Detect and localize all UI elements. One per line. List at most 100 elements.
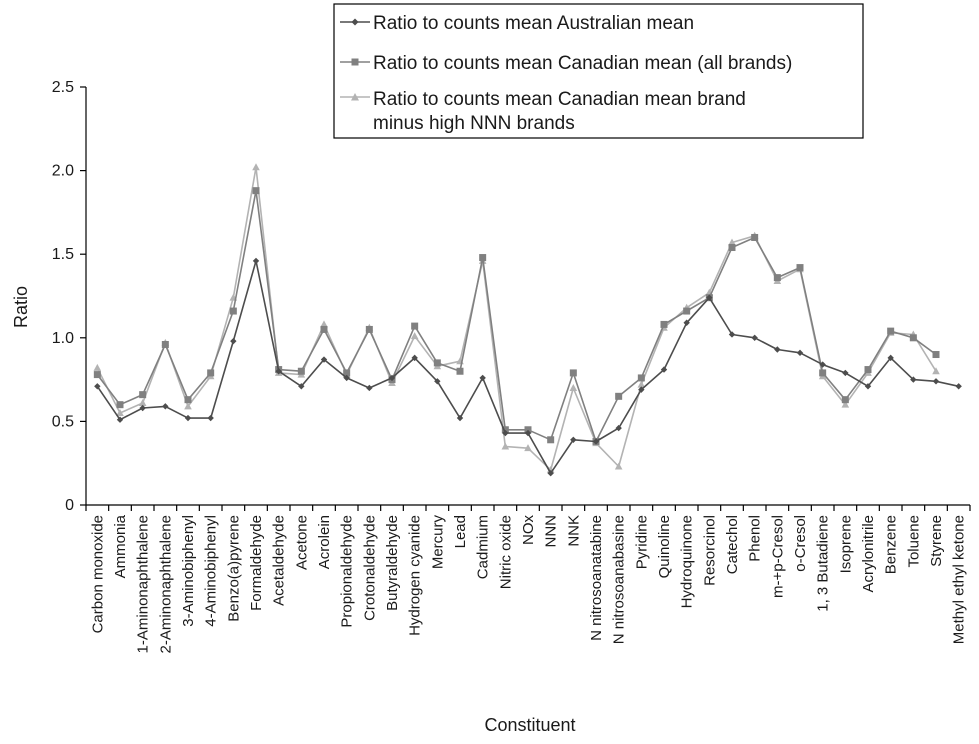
data-point	[411, 354, 418, 362]
data-point	[343, 374, 350, 382]
x-tick-label: Ammonia	[112, 514, 129, 578]
x-axis-title: Constituent	[484, 715, 575, 735]
data-point	[207, 414, 214, 422]
y-tick-label: 1.5	[52, 246, 74, 263]
x-tick-label: Carbon monoxide	[89, 515, 106, 633]
data-point	[252, 163, 260, 171]
data-point	[275, 368, 282, 375]
series-layer	[93, 163, 962, 477]
x-tick-label: Phenol	[747, 515, 764, 562]
data-point	[524, 444, 532, 452]
data-point	[932, 351, 940, 359]
data-point	[411, 322, 419, 330]
series-line	[96, 189, 937, 443]
data-point	[774, 346, 781, 353]
data-point	[410, 332, 419, 340]
data-point	[819, 369, 827, 377]
data-point	[297, 367, 305, 375]
x-tick-label: Butyraldehyde	[384, 515, 401, 611]
series-1	[93, 187, 940, 445]
data-point	[320, 325, 328, 333]
data-point	[184, 414, 192, 422]
x-tick-label: Propionaldehyde	[339, 515, 356, 628]
data-point	[932, 378, 940, 385]
legend-marker-square	[351, 58, 359, 66]
data-point	[230, 337, 237, 345]
data-point	[683, 307, 691, 315]
data-point	[94, 383, 101, 390]
legend-item-canadian-minus-nnn: Ratio to counts mean Canadian mean brand…	[340, 89, 746, 134]
series-2	[93, 163, 940, 473]
data-point	[116, 401, 124, 409]
x-tick-label: Formaldehyde	[248, 515, 265, 611]
data-point	[184, 402, 192, 410]
data-point	[614, 462, 623, 470]
x-tick-label: 3-Aminobiphenyl	[180, 515, 197, 627]
data-point	[93, 363, 102, 371]
data-point	[751, 233, 759, 241]
data-point	[547, 436, 555, 444]
x-tick-label: Quinoline	[656, 515, 673, 578]
x-tick-label: Toluene	[905, 515, 922, 568]
x-tick-label: o-Cresol	[792, 515, 809, 572]
data-point	[93, 371, 101, 379]
x-tick-label: Lead	[452, 515, 469, 548]
legend-label-line-1: Ratio to counts mean Canadian mean brand	[373, 89, 746, 110]
legend-box	[333, 3, 864, 139]
data-point	[434, 378, 441, 385]
legend-label-canadian-all: Ratio to counts mean Canadian mean (all …	[373, 53, 792, 74]
x-tick-label: Isoprene	[837, 515, 854, 573]
data-point	[184, 396, 192, 404]
series-line	[96, 166, 937, 471]
legend-marker-triangle	[351, 93, 359, 101]
data-point	[207, 369, 215, 377]
data-point	[479, 374, 486, 382]
data-point	[910, 376, 917, 383]
data-point	[388, 374, 396, 382]
x-tick-label: Catechol	[724, 515, 741, 574]
x-ticks: Carbon monoxide Ammonia 1-Aminonaphthalene…	[85, 505, 971, 653]
legend-item-australian: Ratio to counts mean Australian mean	[340, 13, 694, 34]
data-point	[637, 380, 646, 388]
data-point	[841, 400, 850, 408]
legend-label-australian: Ratio to counts mean Australian mean	[373, 13, 694, 34]
data-point	[502, 429, 509, 437]
data-point	[116, 416, 124, 423]
data-point	[728, 238, 736, 246]
data-point	[320, 320, 328, 328]
x-tick-label: Acrylonitrile	[860, 515, 877, 593]
data-point	[298, 383, 305, 390]
data-point	[138, 399, 147, 407]
data-point	[955, 383, 962, 390]
data-point	[139, 391, 147, 399]
data-point	[161, 340, 169, 348]
data-point	[501, 426, 509, 434]
data-point	[819, 361, 826, 368]
x-tick-label: NNK	[565, 515, 582, 547]
series-0	[94, 257, 962, 477]
data-point	[433, 359, 441, 367]
data-point	[229, 307, 237, 315]
data-point	[252, 257, 260, 265]
x-tick-label: Methyl ethyl ketone	[951, 515, 968, 644]
data-point	[501, 442, 510, 450]
x-tick-label: m-+p-Cresol	[769, 515, 786, 598]
data-point	[479, 254, 487, 262]
x-tick-label: Resorcinol	[701, 515, 718, 586]
data-point	[796, 264, 804, 272]
y-tick-label: 2.0	[52, 163, 74, 180]
data-point	[366, 384, 373, 392]
data-point	[864, 383, 872, 390]
x-tick-label: Hydrogen cyanide	[407, 515, 424, 636]
data-point	[139, 404, 146, 412]
x-tick-label: Cadmium	[475, 515, 492, 579]
data-point	[524, 426, 532, 434]
data-point	[660, 320, 668, 328]
x-tick-label: 4-Aminobiphenyl	[203, 515, 220, 627]
x-tick-label: NNN	[543, 515, 560, 548]
x-tick-label: Nitric oxide	[497, 515, 514, 589]
data-point	[547, 470, 554, 477]
x-tick-label: Hydroquinone	[679, 515, 696, 608]
x-tick-label: Mercury	[429, 515, 446, 570]
